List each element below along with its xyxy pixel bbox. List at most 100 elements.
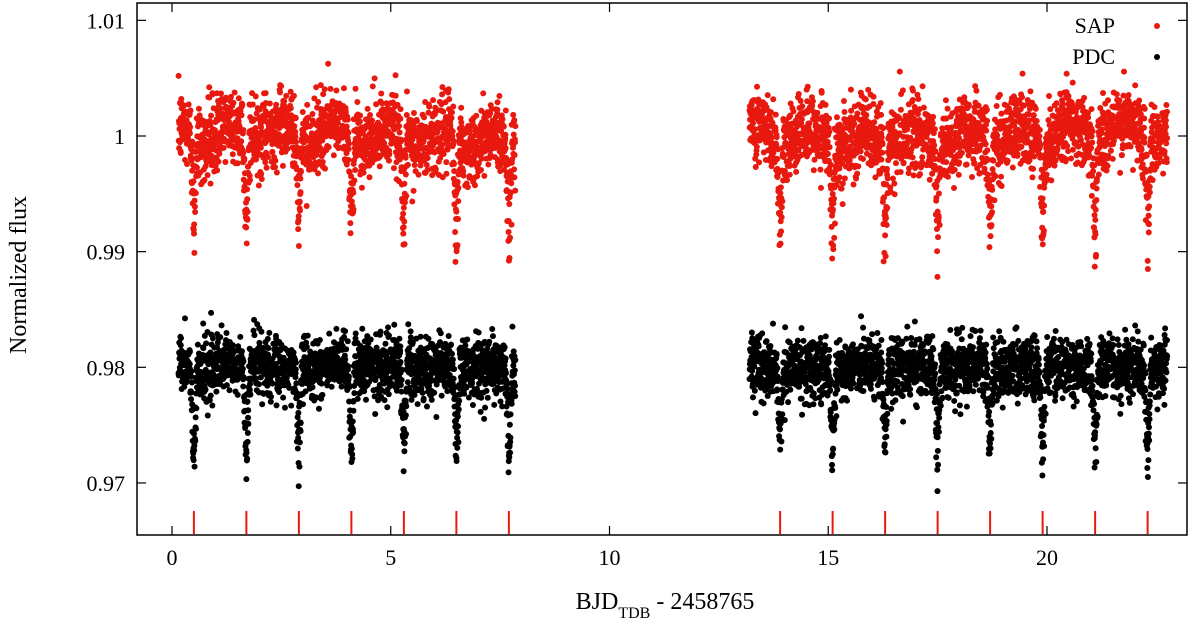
data-point	[401, 180, 408, 187]
data-point	[1149, 177, 1156, 184]
data-point	[1145, 212, 1152, 219]
data-point	[249, 101, 256, 108]
data-points	[175, 60, 1171, 495]
data-point	[430, 97, 437, 104]
data-point	[445, 86, 452, 93]
data-point	[258, 176, 265, 183]
data-point	[320, 91, 327, 98]
data-point	[1093, 196, 1100, 203]
data-point	[177, 342, 184, 349]
data-point	[454, 242, 461, 249]
data-point	[829, 206, 836, 213]
data-point	[286, 129, 293, 136]
data-point	[841, 108, 848, 115]
data-point	[402, 171, 409, 178]
data-point	[258, 328, 265, 335]
data-point	[882, 232, 889, 239]
data-point	[891, 191, 898, 198]
data-point	[992, 173, 999, 180]
data-point	[986, 244, 993, 251]
data-point	[455, 198, 462, 205]
data-point	[378, 90, 385, 97]
data-point	[991, 197, 998, 204]
data-point	[810, 167, 817, 174]
data-point	[830, 246, 837, 253]
data-point	[448, 109, 455, 116]
data-point	[1088, 133, 1095, 140]
data-point	[266, 100, 273, 107]
data-point	[1098, 126, 1105, 133]
data-point	[251, 332, 258, 339]
data-point	[292, 139, 299, 146]
data-point	[961, 94, 968, 101]
data-point	[450, 138, 457, 145]
data-point	[826, 144, 833, 151]
data-point	[423, 161, 430, 168]
data-point	[965, 102, 972, 109]
data-point	[1019, 94, 1025, 101]
data-point	[269, 148, 276, 155]
data-point	[511, 174, 518, 181]
data-point	[798, 116, 805, 123]
data-point	[299, 401, 306, 408]
data-point	[1144, 266, 1151, 273]
data-point	[831, 195, 838, 202]
data-point	[983, 127, 990, 134]
data-point	[1019, 70, 1026, 77]
data-point	[273, 101, 280, 108]
data-point	[1081, 94, 1088, 101]
data-point	[817, 184, 824, 191]
data-point	[325, 60, 332, 67]
data-point	[772, 111, 779, 118]
data-point	[870, 101, 877, 108]
data-point	[317, 82, 324, 89]
data-point	[854, 110, 861, 117]
data-point	[1100, 89, 1107, 96]
data-point	[502, 145, 509, 152]
data-point	[781, 167, 788, 174]
data-point	[193, 164, 200, 171]
data-point	[878, 156, 885, 163]
data-point	[1093, 251, 1100, 258]
data-point	[878, 134, 885, 141]
data-point	[187, 107, 194, 114]
data-point	[1120, 92, 1127, 99]
data-point	[777, 240, 784, 247]
data-point	[891, 180, 898, 187]
data-point	[797, 97, 804, 104]
data-point	[311, 95, 318, 102]
data-point	[1089, 128, 1096, 135]
data-point	[292, 115, 299, 122]
data-point	[936, 221, 943, 228]
data-point	[238, 348, 245, 355]
data-point	[833, 114, 840, 121]
data-point	[279, 162, 286, 169]
data-point	[1032, 105, 1039, 112]
data-point	[276, 389, 283, 396]
data-point	[188, 157, 195, 164]
data-point	[392, 92, 399, 99]
data-point	[1036, 126, 1043, 133]
data-point	[506, 255, 513, 262]
data-point	[855, 163, 862, 170]
data-point	[313, 151, 320, 158]
data-point	[188, 368, 195, 375]
data-point	[850, 181, 857, 188]
data-point	[1138, 146, 1145, 153]
data-point	[187, 124, 194, 131]
data-point	[804, 83, 811, 90]
data-point	[244, 186, 251, 193]
data-point	[273, 169, 280, 176]
data-point	[1014, 152, 1021, 159]
data-point	[853, 175, 860, 182]
data-point	[403, 192, 410, 199]
data-point	[1041, 202, 1048, 209]
data-point	[984, 147, 991, 154]
data-point	[265, 153, 272, 160]
data-point	[217, 334, 224, 341]
data-point	[963, 161, 970, 168]
data-point	[1161, 148, 1168, 155]
data-point	[839, 201, 846, 208]
data-point	[217, 105, 224, 112]
